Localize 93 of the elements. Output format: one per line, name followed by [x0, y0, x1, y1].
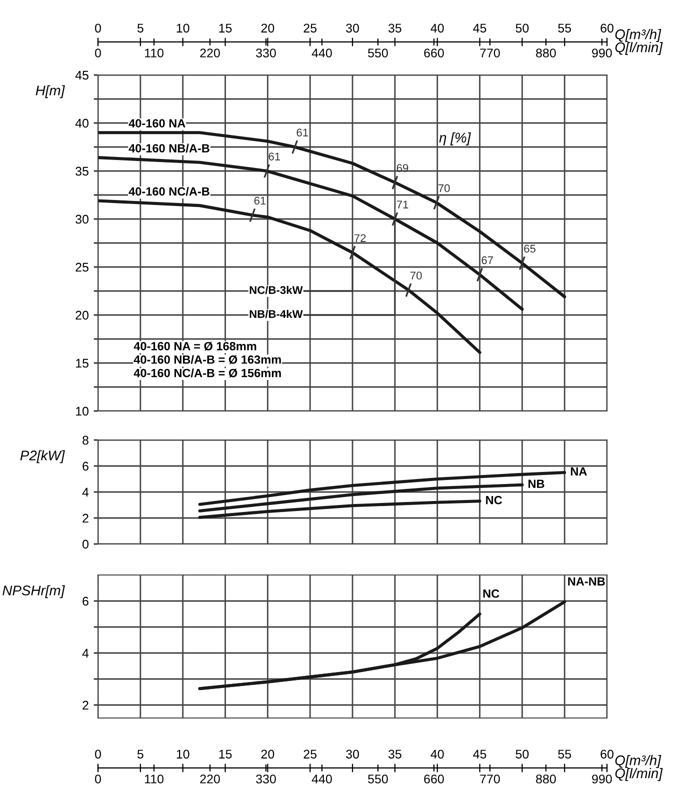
- x-tick-label: 30: [346, 750, 359, 759]
- annotation: 40-160 NB/A-B = Ø 163mm: [134, 355, 281, 364]
- y-tick-label: 20: [76, 310, 88, 320]
- annotation: 67: [482, 256, 493, 264]
- annotation: 40-160 NA = Ø 168mm: [134, 342, 256, 351]
- x2-tick-label: 880: [536, 48, 556, 58]
- x2-tick-label: 220: [200, 774, 220, 784]
- x-tick-label: 0: [95, 750, 101, 759]
- y-tick-label: 25: [76, 262, 88, 272]
- x-tick-label: 0: [95, 24, 101, 33]
- x2-axis-title: Q[l/min]: [615, 768, 663, 781]
- x2-tick-label: 880: [536, 774, 556, 784]
- y-tick-label: 4: [82, 488, 89, 497]
- annotation: 61: [268, 152, 280, 160]
- x2-tick-label: 330: [256, 48, 276, 58]
- y-tick-label: 10: [76, 406, 88, 416]
- series-label: 40-160 NC/A-B: [128, 186, 210, 196]
- annotation: 65: [524, 244, 536, 253]
- x-tick-label: 5: [137, 750, 144, 759]
- annotation: 40-160 NC/A-B = Ø 156mm: [134, 368, 281, 378]
- x2-tick-label: 110: [144, 774, 164, 784]
- x-tick-label: 5: [137, 24, 144, 33]
- y-tick-label: 40: [75, 118, 88, 128]
- y-tick-label: 8: [82, 436, 88, 445]
- x2-tick-label: 770: [480, 774, 500, 784]
- x-tick-label: 30: [346, 24, 359, 33]
- x-tick-label: 25: [304, 750, 317, 759]
- x2-tick-label: 110: [144, 48, 164, 58]
- x2-tick-label: 990: [592, 48, 612, 58]
- y-tick-label: 45: [75, 70, 88, 80]
- x2-tick-label: 0: [95, 774, 101, 784]
- x2-tick-label: 660: [424, 774, 444, 784]
- series-label: NB/B-4kW: [250, 310, 303, 318]
- series-label: NB: [528, 480, 544, 488]
- annotation: 72: [354, 234, 366, 242]
- x2-tick-label: 550: [368, 48, 388, 58]
- x2-tick-label: 330: [256, 774, 276, 784]
- series-label: NA-NB: [568, 577, 605, 586]
- x-tick-label: 60: [600, 750, 614, 759]
- x-tick-label: 25: [304, 24, 317, 33]
- x-tick-label: 15: [219, 24, 232, 33]
- series-label: NC/B-3kW: [250, 286, 303, 294]
- x-tick-label: 55: [558, 750, 572, 759]
- y-tick-label: 6: [82, 462, 88, 471]
- y-axis-title: NPSHr[m]: [2, 585, 65, 598]
- annotation: 61: [296, 128, 308, 136]
- series-label: NC: [483, 589, 500, 598]
- y-axis-title: H[m]: [36, 85, 65, 98]
- x2-tick-label: 440: [312, 774, 332, 784]
- x-tick-label: 45: [473, 750, 486, 759]
- x-tick-label: 20: [261, 750, 274, 759]
- y-tick-label: 35: [76, 166, 88, 176]
- x-tick-label: 10: [176, 24, 190, 33]
- x2-tick-label: 440: [312, 48, 332, 58]
- x-tick-label: 50: [516, 24, 529, 33]
- annotation: 61: [254, 196, 266, 205]
- x-tick-label: 10: [176, 750, 190, 759]
- y-tick-label: 0: [82, 540, 88, 549]
- x2-tick-label: 990: [592, 774, 612, 784]
- x-tick-label: 20: [261, 24, 274, 33]
- x2-tick-label: 220: [200, 48, 220, 58]
- x-axis-title: Q[m³/h]: [615, 755, 662, 768]
- x-tick-label: 35: [388, 24, 402, 33]
- x-tick-label: 35: [388, 750, 402, 759]
- x-tick-label: 15: [219, 750, 232, 759]
- annotation: 71: [396, 200, 408, 208]
- x2-tick-label: 660: [424, 48, 444, 58]
- annotation: η [%]: [439, 132, 471, 146]
- x-tick-label: 40: [430, 24, 444, 33]
- y-axis-title: P2[kW]: [20, 450, 65, 464]
- x2-tick-label: 550: [368, 774, 388, 784]
- y-tick-label: 30: [76, 214, 88, 224]
- y-tick-label: 6: [82, 596, 88, 606]
- annotation: 69: [396, 164, 408, 172]
- x-tick-label: 50: [516, 750, 529, 759]
- series-label: 40-160 NA: [128, 119, 186, 128]
- series-label: NC: [486, 496, 502, 504]
- x2-tick-label: 0: [95, 48, 101, 58]
- annotation: 70: [438, 184, 450, 192]
- x2-tick-label: 770: [480, 48, 500, 58]
- annotation: 70: [410, 272, 422, 280]
- x-axis-title: Q[m³/h]: [615, 29, 662, 42]
- x2-axis-title: Q[l/min]: [615, 42, 663, 55]
- y-tick-label: 4: [82, 648, 89, 658]
- series-label: 40-160 NB/A-B: [128, 144, 210, 153]
- x-tick-label: 55: [558, 24, 572, 33]
- x-tick-label: 45: [473, 24, 486, 33]
- y-tick-label: 15: [76, 358, 88, 368]
- x-tick-label: 60: [600, 24, 614, 33]
- x-tick-label: 40: [430, 750, 444, 759]
- y-tick-label: 2: [82, 514, 88, 523]
- y-tick-label: 2: [82, 700, 88, 710]
- series-label: NA: [570, 467, 587, 476]
